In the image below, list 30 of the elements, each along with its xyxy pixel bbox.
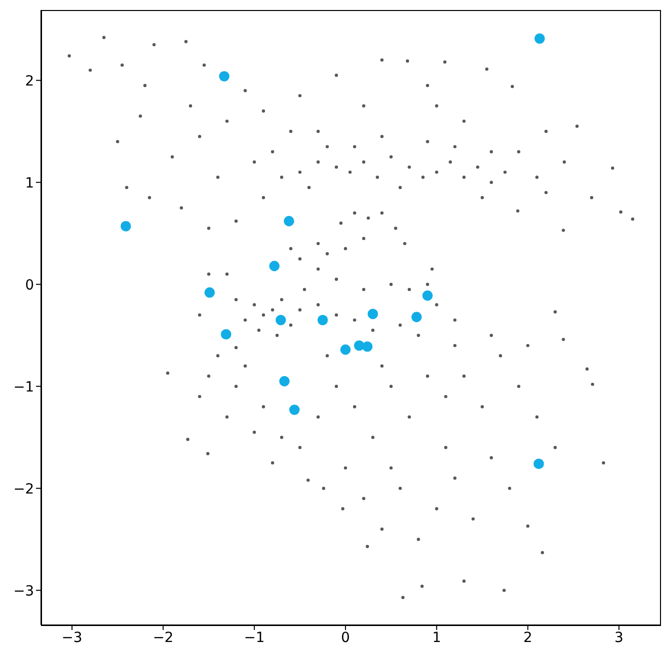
y-tick-label: 2	[25, 73, 34, 90]
x-tick-label: 1	[432, 630, 442, 646]
x-tick-label: 3	[614, 630, 624, 646]
point	[284, 216, 294, 226]
point	[276, 314, 286, 326]
y-tick-label: −1	[13, 379, 34, 396]
point	[219, 71, 230, 82]
point	[534, 458, 544, 470]
y-tick-label: −2	[13, 481, 34, 498]
y-tick-label: 0	[25, 277, 34, 294]
y-tick-label: −3	[13, 583, 34, 600]
x-tick-label: 0	[341, 630, 350, 646]
point	[534, 33, 545, 44]
point	[269, 260, 280, 272]
x-tick-label: −3	[62, 630, 82, 646]
point	[317, 314, 328, 326]
point	[411, 312, 422, 322]
x-tick-label: 2	[523, 630, 532, 646]
point	[120, 221, 131, 232]
y-tick-label: 1	[25, 175, 34, 192]
x-tick-label: −2	[152, 630, 174, 646]
point	[362, 341, 373, 352]
point	[204, 287, 215, 298]
point	[422, 290, 433, 301]
point	[368, 308, 378, 320]
point	[279, 376, 290, 386]
x-tick-label: −1	[244, 630, 265, 646]
point	[220, 329, 232, 340]
point	[289, 404, 300, 415]
point	[340, 344, 351, 355]
